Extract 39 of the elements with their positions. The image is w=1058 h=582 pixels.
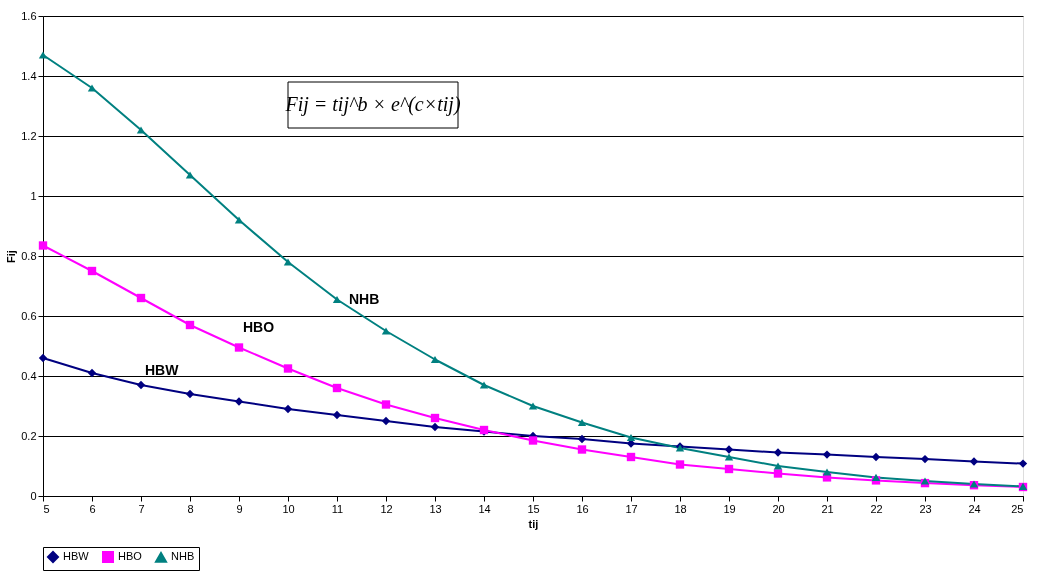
- x-tick-label: 16: [576, 502, 589, 515]
- x-tick-label: 7: [138, 502, 145, 515]
- x-tick-label: 20: [772, 502, 785, 515]
- legend-label: HBO: [118, 550, 143, 562]
- x-tick-label: 17: [625, 502, 638, 515]
- x-axis-title: tij: [528, 517, 539, 530]
- x-tick-label: 12: [380, 502, 393, 515]
- x-tick-label: 21: [821, 502, 834, 515]
- y-tick-label: 0.2: [21, 429, 37, 442]
- y-tick-label: 1.2: [21, 129, 37, 142]
- x-tick-label: 6: [89, 502, 96, 515]
- y-axis-title: Fij: [5, 250, 18, 263]
- annotation: Fij = tij^b × e^(c×tij): [284, 93, 461, 116]
- legend-label: HBW: [63, 550, 90, 562]
- y-tick-label: 0.6: [21, 309, 37, 322]
- text: HBW: [145, 362, 179, 378]
- text: HBO: [243, 318, 275, 335]
- y-tick-label: 1.4: [21, 69, 37, 82]
- x-tick-label: 8: [187, 502, 194, 515]
- x-tick-label: 9: [236, 502, 243, 515]
- x-tick-label: 11: [331, 502, 344, 515]
- y-tick-label: 1.6: [21, 9, 37, 22]
- x-tick-label: 18: [674, 502, 687, 515]
- y-tick-label: 0.8: [21, 249, 37, 262]
- x-tick-label: 24: [968, 502, 981, 515]
- x-tick-label: 10: [282, 502, 295, 515]
- x-tick-label: 23: [919, 502, 932, 515]
- x-tick-label: 14: [478, 502, 491, 515]
- text: NHB: [349, 290, 380, 307]
- x-tick-label: 22: [870, 502, 883, 515]
- x-tick-label: 5: [43, 502, 50, 515]
- y-tick-label: 0: [30, 489, 37, 502]
- y-tick-label: 1: [30, 189, 37, 202]
- x-tick-label: 25: [1011, 502, 1024, 515]
- legend-label: NHB: [171, 550, 195, 563]
- x-tick-label: 13: [429, 502, 442, 515]
- y-tick-label: 0.4: [21, 369, 37, 382]
- x-tick-label: 19: [723, 502, 736, 515]
- x-tick-label: 15: [527, 502, 540, 515]
